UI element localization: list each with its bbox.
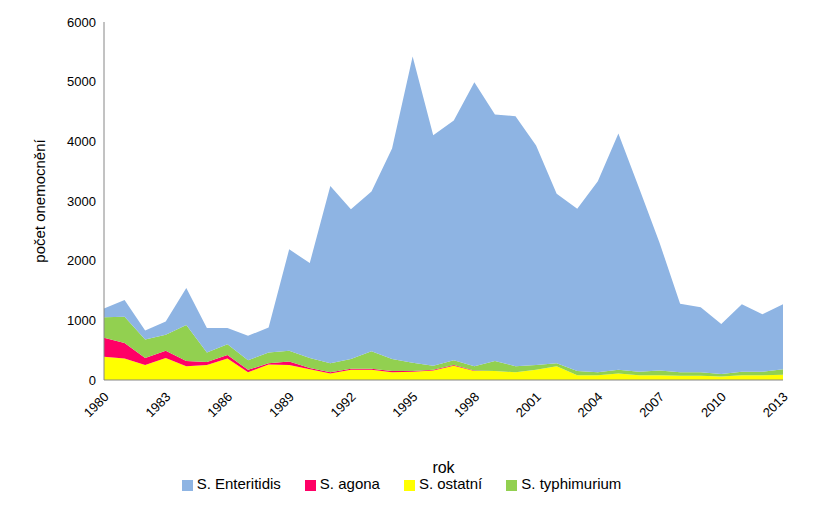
- html-text:S. ostatní: S. ostatní: [418, 475, 483, 492]
- svg-text:2001: 2001: [513, 389, 544, 420]
- svg-text:2000: 2000: [67, 253, 96, 268]
- svg-text:1989: 1989: [266, 389, 297, 420]
- svg-text:1000: 1000: [67, 313, 96, 328]
- svg-text:1983: 1983: [142, 389, 173, 420]
- svg-text:2013: 2013: [760, 389, 791, 420]
- svg-text:počet onemocnění: počet onemocnění: [31, 138, 48, 262]
- svg-text:1992: 1992: [328, 389, 359, 420]
- svg-text:4000: 4000: [67, 134, 96, 149]
- svg-text:rok: rok: [432, 459, 455, 476]
- svg-text:2004: 2004: [575, 389, 606, 420]
- svg-text:5000: 5000: [67, 74, 96, 89]
- svg-text:2010: 2010: [698, 389, 729, 420]
- svg-text:6000: 6000: [67, 15, 96, 30]
- svg-text:1995: 1995: [389, 389, 420, 420]
- html-text:S. agona: S. agona: [319, 475, 380, 492]
- svg-text:1980: 1980: [81, 389, 112, 420]
- svg-text:0: 0: [89, 373, 96, 388]
- html-text:S. Enteritidis: S. Enteritidis: [196, 475, 281, 492]
- html-text:S. typhimurium: S. typhimurium: [521, 475, 622, 492]
- svg-text:1986: 1986: [204, 389, 235, 420]
- svg-text:3000: 3000: [67, 194, 96, 209]
- svg-text:1998: 1998: [451, 389, 482, 420]
- svg-text:2007: 2007: [636, 389, 667, 420]
